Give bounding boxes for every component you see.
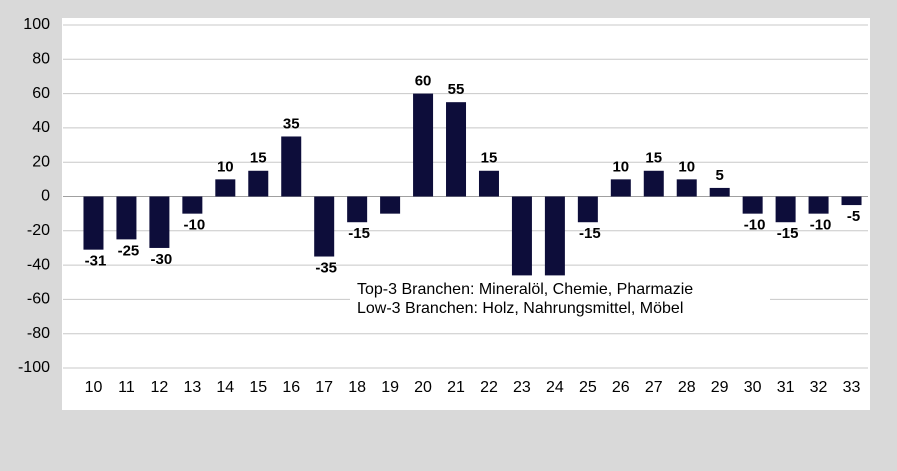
bar	[314, 196, 335, 257]
bar	[281, 136, 302, 197]
value-label: 60	[415, 73, 432, 90]
value-label: 15	[250, 150, 267, 167]
x-tick-label: 11	[118, 379, 135, 396]
x-tick-label: 10	[85, 379, 103, 396]
value-label: -31	[85, 253, 107, 270]
x-tick-label: 33	[843, 379, 861, 396]
y-tick-label: 100	[23, 16, 50, 33]
value-label: -10	[184, 217, 206, 234]
y-tick-label: 40	[32, 119, 50, 136]
value-label: -25	[118, 242, 140, 259]
annotation-box	[350, 278, 770, 322]
value-label: -15	[579, 225, 601, 242]
bar	[182, 196, 203, 214]
bar	[676, 179, 697, 197]
value-label: -30	[151, 251, 173, 268]
y-tick-label: -60	[27, 291, 50, 308]
value-label: 10	[612, 158, 629, 175]
value-label: -10	[810, 217, 832, 234]
value-label: 5	[716, 167, 724, 184]
x-tick-label: 25	[579, 379, 597, 396]
plot-area	[62, 18, 870, 410]
x-tick-label: 32	[810, 379, 828, 396]
bar	[413, 93, 434, 197]
y-tick-label: 80	[32, 51, 50, 68]
bar	[643, 170, 664, 197]
bar	[610, 179, 631, 197]
y-tick-label: -20	[27, 222, 50, 239]
y-tick-label: 0	[41, 188, 50, 205]
x-tick-label: 28	[678, 379, 696, 396]
x-tick-label: 26	[612, 379, 630, 396]
bar	[446, 102, 467, 197]
y-tick-label: 20	[32, 153, 50, 170]
bar	[511, 196, 532, 276]
x-tick-label: 17	[315, 379, 333, 396]
bar	[149, 196, 170, 248]
bar	[347, 196, 368, 223]
bar	[841, 196, 862, 206]
y-tick-label: -100	[18, 359, 50, 376]
x-tick-label: 19	[381, 379, 399, 396]
x-tick-label: 23	[513, 379, 531, 396]
bar	[775, 196, 796, 223]
y-tick-label: -40	[27, 256, 50, 273]
x-tick-label: 15	[249, 379, 267, 396]
value-label: -10	[744, 217, 766, 234]
x-tick-label: 13	[183, 379, 201, 396]
value-label: -5	[847, 208, 860, 225]
annotation: Top-3 Branchen: Mineralöl, Chemie, Pharm…	[357, 281, 693, 298]
bar	[478, 170, 499, 197]
x-tick-label: 18	[348, 379, 366, 396]
bar	[709, 187, 730, 197]
bar	[577, 196, 598, 223]
x-tick-label: 30	[744, 379, 762, 396]
value-label: -35	[315, 259, 337, 276]
bar	[248, 170, 269, 197]
bar	[544, 196, 565, 276]
bar	[83, 196, 104, 250]
value-label: -15	[348, 225, 370, 242]
x-tick-label: 16	[282, 379, 300, 396]
x-tick-label: 31	[777, 379, 795, 396]
y-tick-label: 60	[32, 85, 50, 102]
x-tick-label: 14	[216, 379, 234, 396]
x-tick-label: 20	[414, 379, 432, 396]
value-label: 15	[481, 150, 498, 167]
x-tick-label: 29	[711, 379, 729, 396]
value-label: 10	[678, 158, 695, 175]
x-tick-label: 21	[447, 379, 465, 396]
value-label: 10	[217, 158, 234, 175]
y-tick-label: -80	[27, 325, 50, 342]
x-tick-label: 24	[546, 379, 564, 396]
x-tick-label: 27	[645, 379, 663, 396]
value-label: 15	[645, 150, 662, 167]
bar	[116, 196, 137, 240]
bar	[380, 196, 401, 214]
x-tick-label: 12	[150, 379, 168, 396]
x-tick-label: 22	[480, 379, 498, 396]
value-label: -15	[777, 225, 799, 242]
bar	[808, 196, 829, 214]
value-label: 35	[283, 115, 300, 132]
bar	[742, 196, 763, 214]
bar	[215, 179, 236, 197]
annotation: Low-3 Branchen: Holz, Nahrungsmittel, Mö…	[357, 300, 683, 317]
value-label: 55	[448, 81, 465, 98]
